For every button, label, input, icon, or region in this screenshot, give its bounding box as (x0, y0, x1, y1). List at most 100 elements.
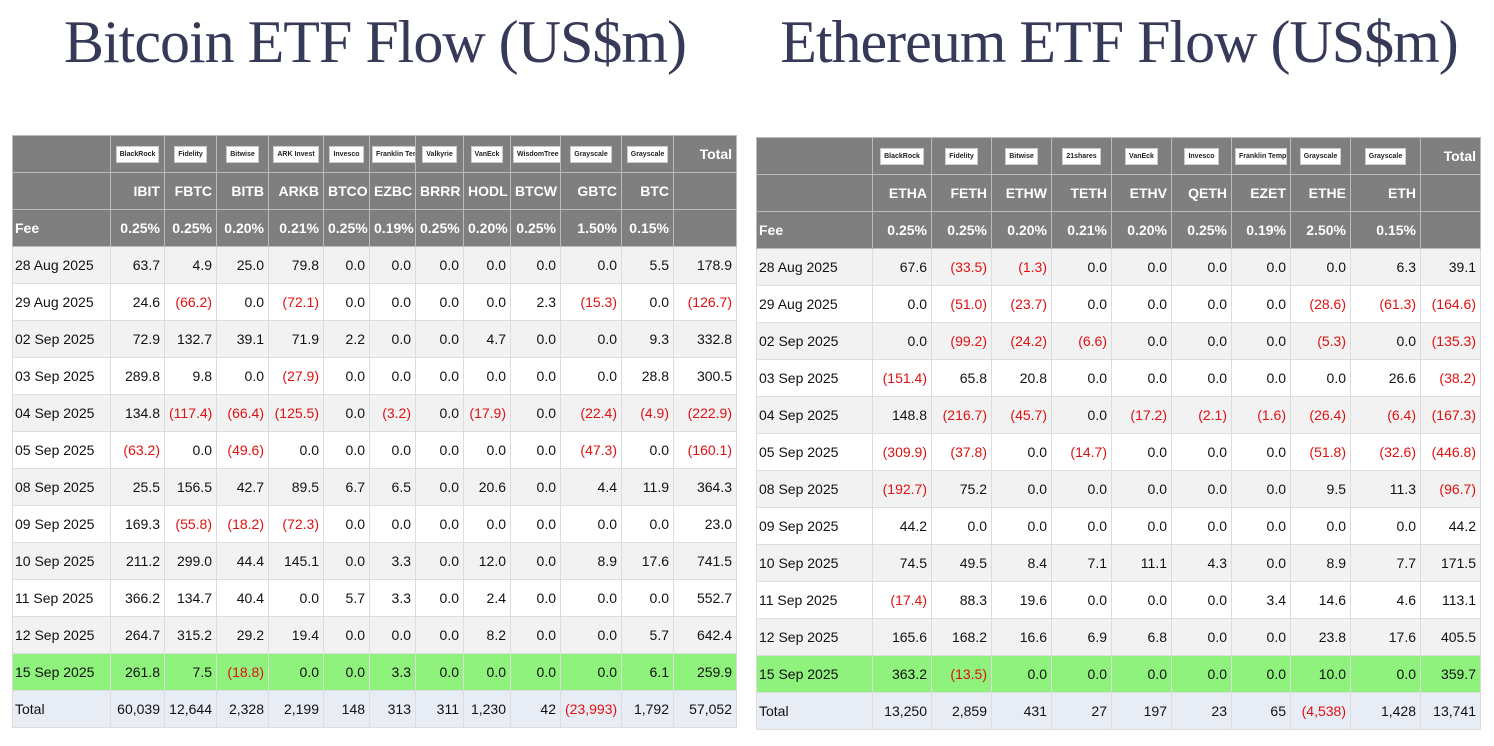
flow-value: 89.5 (268, 468, 324, 506)
flow-value: (24.2) (991, 322, 1052, 360)
flow-value: 0.0 (1111, 322, 1172, 360)
issuer-logo: Grayscale (626, 145, 669, 163)
fee-label: Fee (756, 211, 873, 249)
flow-value: 168.2 (931, 618, 992, 656)
flow-value: 79.8 (268, 246, 324, 284)
flow-value: 0.0 (1051, 655, 1112, 693)
logo-cell: Grayscale (560, 135, 622, 173)
flow-value: (17.9) (463, 394, 511, 432)
flow-value: 7.7 (1350, 544, 1421, 582)
flow-value: (6.6) (1051, 322, 1112, 360)
flow-value: 0.0 (415, 246, 464, 284)
flow-value: 20.6 (463, 468, 511, 506)
flow-value: 0.0 (510, 653, 561, 691)
date: 02 Sep 2025 (756, 322, 873, 360)
flow-value: 39.1 (1420, 248, 1481, 286)
total-value: 148 (323, 690, 370, 728)
flow-value: (309.9) (872, 433, 932, 471)
ticker: ETH (1350, 174, 1421, 212)
flow-value: 4.3 (1171, 544, 1232, 582)
flow-value: 299.0 (164, 542, 217, 580)
flow-value: 0.0 (621, 579, 674, 617)
logo-cell: Fidelity (164, 135, 217, 173)
flow-value: 0.0 (1111, 470, 1172, 508)
fee: 0.20% (463, 209, 511, 247)
ticker: BITB (216, 172, 269, 210)
fee: 0.25% (1171, 211, 1232, 249)
flow-value: 88.3 (931, 581, 992, 619)
flow-value: (135.3) (1420, 322, 1481, 360)
flow-value: (13.5) (931, 655, 992, 693)
flow-value: 0.0 (872, 322, 932, 360)
flow-value: (23.7) (991, 285, 1052, 323)
flow-value: 0.0 (463, 431, 511, 469)
flow-value: 0.0 (510, 616, 561, 654)
ticker: IBIT (110, 172, 165, 210)
total-value: 431 (991, 692, 1052, 730)
total-value: 1,792 (621, 690, 674, 728)
fee: 0.25% (872, 211, 932, 249)
flow-value: 0.0 (510, 394, 561, 432)
flow-value: 134.7 (164, 579, 217, 617)
flow-value: (27.9) (268, 357, 324, 395)
flow-value: 0.0 (991, 470, 1052, 508)
logo-cell: Bitwise (216, 135, 269, 173)
flow-value: (216.7) (931, 396, 992, 434)
flow-value: 0.0 (510, 505, 561, 543)
flow-value: 0.0 (415, 653, 464, 691)
flow-value: 0.0 (1231, 359, 1291, 397)
flow-value: 113.1 (1420, 581, 1481, 619)
flow-value: 0.0 (1111, 581, 1172, 619)
flow-row: 03 Sep 2025 (151.4) 65.8 20.8 0.0 0.0 0.0 0.0 0.… (756, 359, 1481, 397)
flow-value: 0.0 (463, 357, 511, 395)
fee: 0.25% (415, 209, 464, 247)
fee: 0.25% (931, 211, 992, 249)
total-header: Total (1420, 137, 1481, 175)
flow-row: 29 Aug 2025 24.6 (66.2) 0.0 (72.1) 0.0 0.0 0.0 0… (12, 283, 737, 321)
flow-value: 264.7 (110, 616, 165, 654)
flow-value: 0.0 (1350, 655, 1421, 693)
total-value: 60,039 (110, 690, 165, 728)
flow-value: 741.5 (673, 542, 737, 580)
date: 03 Sep 2025 (12, 357, 111, 395)
logo-cell: Franklin Templeton (1231, 137, 1291, 175)
ticker: ETHA (872, 174, 932, 212)
flow-row: 04 Sep 2025 134.8 (117.4) (66.4) (125.5) 0.0(… (12, 394, 737, 432)
flow-row: 05 Sep 2025 (309.9) (37.8) 0.0 (14.7) 0.0 0.0 0… (756, 433, 1481, 471)
flow-value: 0.0 (216, 357, 269, 395)
fee: 0.20% (216, 209, 269, 247)
issuer-logo: Invesco (329, 145, 364, 163)
flow-value: 6.1 (621, 653, 674, 691)
flow-value: 0.0 (510, 431, 561, 469)
fee: 1.50% (560, 209, 622, 247)
flow-value: 3.3 (369, 653, 416, 691)
flow-value: 0.0 (1051, 285, 1112, 323)
flow-value: 315.2 (164, 616, 217, 654)
flow-value: 0.0 (369, 505, 416, 543)
issuer-logo: Invesco (1184, 147, 1219, 165)
flow-row: 11 Sep 2025 (17.4) 88.3 19.6 0.0 0.0 0.0 3.4 14.… (756, 581, 1481, 619)
date: 09 Sep 2025 (12, 505, 111, 543)
flow-value: 9.5 (1290, 470, 1351, 508)
flow-value: 0.0 (369, 283, 416, 321)
flow-value: 39.1 (216, 320, 269, 358)
fee: 0.25% (110, 209, 165, 247)
flow-row: 11 Sep 2025 366.2 134.7 40.4 0.0 5.7 3.3 0.0 2.4… (12, 579, 737, 617)
flow-value: 0.0 (1290, 507, 1351, 545)
date: 05 Sep 2025 (12, 431, 111, 469)
flow-value: 366.2 (110, 579, 165, 617)
ticker: ETHV (1111, 174, 1172, 212)
flow-value: 0.0 (1231, 655, 1291, 693)
flow-value: 0.0 (560, 357, 622, 395)
flow-value: 0.0 (560, 246, 622, 284)
date: 11 Sep 2025 (756, 581, 873, 619)
flow-value: 0.0 (991, 507, 1052, 545)
total-value: 2,199 (268, 690, 324, 728)
flow-value: 3.4 (1231, 581, 1291, 619)
date: 08 Sep 2025 (756, 470, 873, 508)
blank-cell (673, 172, 737, 210)
total-value: 1,428 (1350, 692, 1421, 730)
flow-value: 23.0 (673, 505, 737, 543)
flow-value: 11.3 (1350, 470, 1421, 508)
